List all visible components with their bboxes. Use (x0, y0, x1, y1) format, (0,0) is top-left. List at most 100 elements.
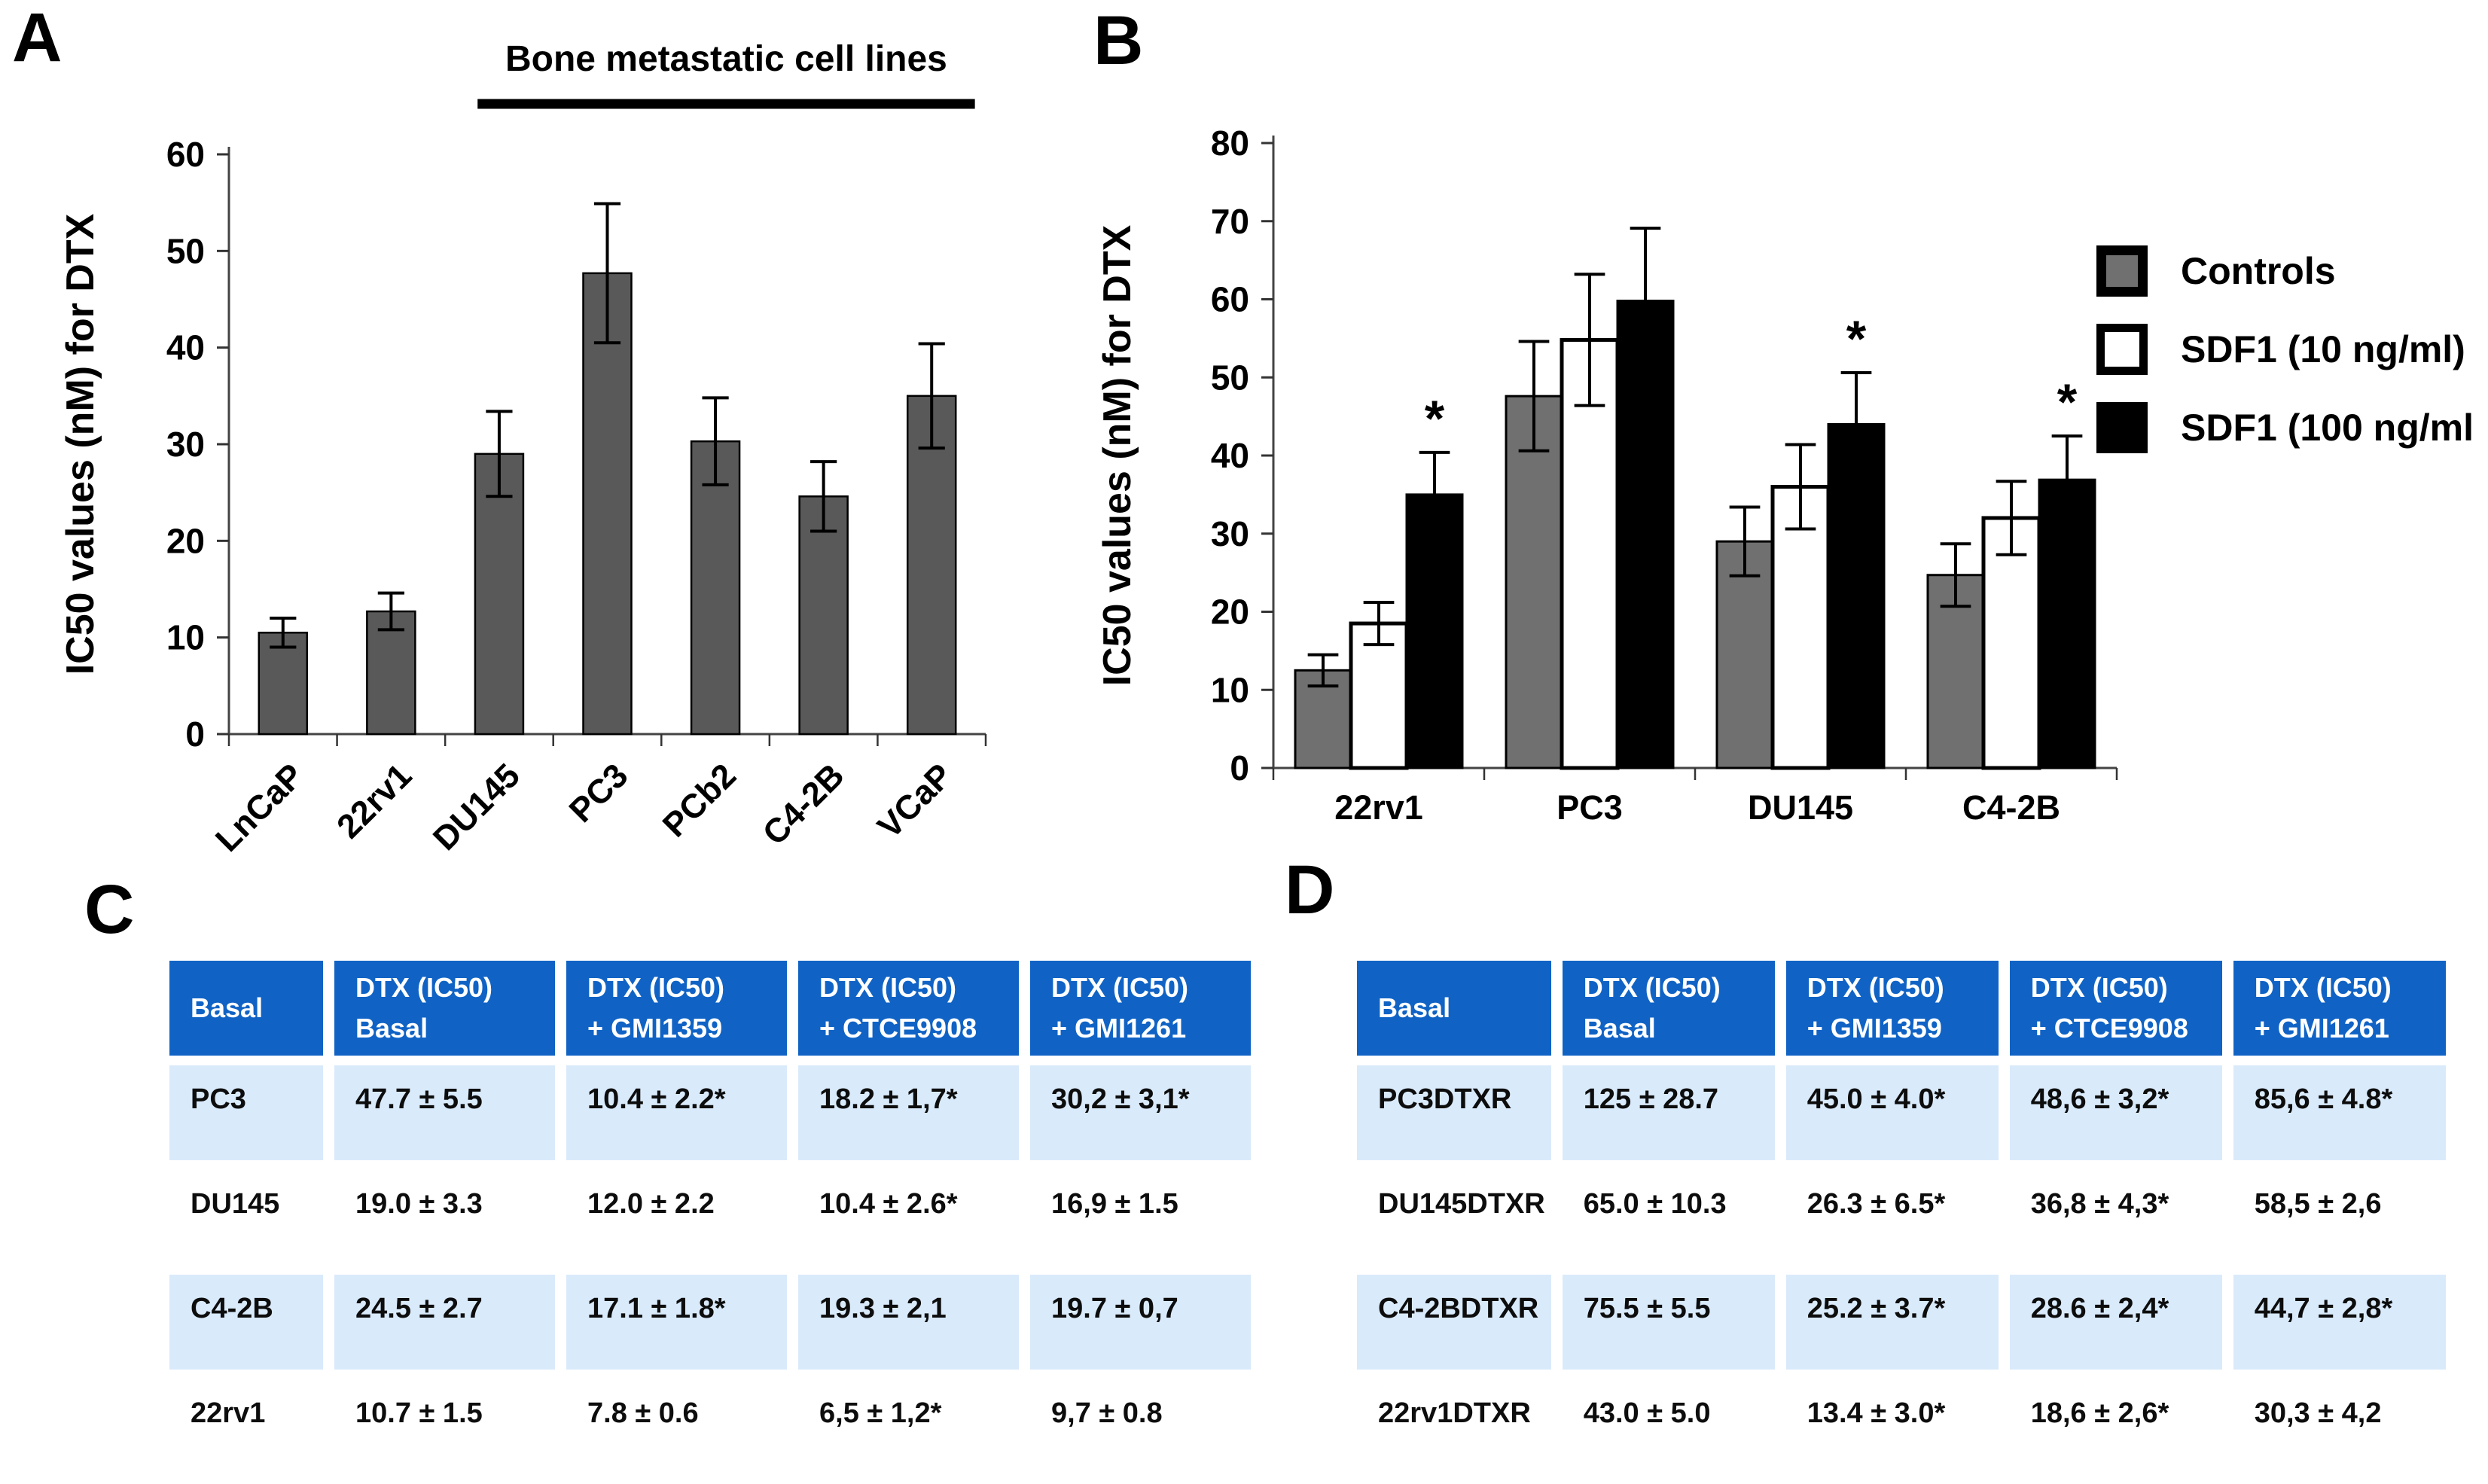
value-cell: 25.2 ± 3.7* (1785, 1275, 1999, 1370)
significance-asterisk: * (1425, 390, 1445, 447)
value-cell: 85,6 ± 4.8* (2233, 1065, 2446, 1160)
table-row: PC3DTXR 125 ± 28.7 45.0 ± 4.0* 48,6 ± 3,2* 8… (1357, 1065, 2446, 1160)
column-header: DTX (IC50) + CTCE9908 (798, 961, 1019, 1056)
value-cell: 30,3 ± 4,2 (2233, 1379, 2446, 1474)
bar (690, 440, 741, 736)
column-header: Basal (169, 961, 323, 1056)
panel-a-label: A (12, 0, 63, 76)
value-cell: 19.7 ± 0,7 (1030, 1275, 1251, 1370)
bar (798, 495, 849, 736)
value-cell: 43.0 ± 5.0 (1562, 1379, 1775, 1474)
legend-label: SDF1 (10 ng/ml) (2181, 328, 2465, 370)
bar (2038, 478, 2096, 769)
row-header-cell: DU145DTXR (1357, 1170, 1551, 1265)
column-header: DTX (IC50) + CTCE9908 (2009, 961, 2222, 1056)
x-category-label: PC3 (562, 756, 636, 830)
value-cell: 65.0 ± 10.3 (1562, 1170, 1775, 1265)
y-tick-label: 10 (166, 618, 205, 657)
value-cell: 10.7 ± 1.5 (334, 1379, 555, 1474)
value-cell: 18,6 ± 2,6* (2009, 1379, 2222, 1474)
value-cell: 24.5 ± 2.7 (334, 1275, 555, 1370)
significance-asterisk: * (2057, 373, 2078, 431)
y-tick-label: 70 (1211, 202, 1249, 241)
row-header-cell: 22rv1DTXR (1357, 1379, 1551, 1474)
legend-item: Controls (2096, 245, 2474, 297)
value-cell: 10.4 ± 2.2* (566, 1065, 787, 1160)
bar (1349, 621, 1409, 770)
legend-swatch-icon (2096, 402, 2148, 453)
bar (1827, 423, 1886, 769)
panel-b-label: B (1093, 2, 1144, 79)
column-header: DTX (IC50) Basal (334, 961, 555, 1056)
value-cell: 19.0 ± 3.3 (334, 1170, 555, 1265)
bar (1715, 540, 1774, 769)
row-header-cell: DU145 (169, 1170, 323, 1265)
header-row: Basal DTX (IC50) Basal DTX (IC50) + GMI1359 D… (1357, 961, 2446, 1056)
chart-annotation: Bone metastatic cell lines (505, 39, 947, 79)
value-cell: 13.4 ± 3.0* (1785, 1379, 1999, 1474)
column-header: DTX (IC50) + GMI1261 (2233, 961, 2446, 1056)
x-category-label: VCaP (870, 756, 959, 846)
value-cell: 36,8 ± 4,3* (2009, 1170, 2222, 1265)
value-cell: 10.4 ± 2.6* (798, 1170, 1019, 1265)
table-row: C4-2BDTXR 75.5 ± 5.5 25.2 ± 3.7* 28.6 ± 2,4… (1357, 1275, 2446, 1370)
legend-label: Controls (2181, 250, 2336, 292)
x-category-label: C4-2B (1962, 788, 2060, 827)
y-tick-label: 50 (166, 231, 205, 270)
value-cell: 125 ± 28.7 (1562, 1065, 1775, 1160)
x-category-label: LnCaP (208, 756, 311, 859)
table-row: C4-2B 24.5 ± 2.7 17.1 ± 1.8* 19.3 ± 2,1 19.7… (169, 1275, 1251, 1370)
y-tick-label: 10 (1211, 670, 1249, 709)
x-category-label: 22rv1 (1334, 788, 1423, 827)
y-tick-label: 50 (1211, 358, 1249, 397)
value-cell: 75.5 ± 5.5 (1562, 1275, 1775, 1370)
value-cell: 48,6 ± 3,2* (2009, 1065, 2222, 1160)
legend-swatch-icon (2096, 245, 2148, 297)
bar (258, 632, 309, 736)
panel-d-label: D (1285, 852, 1335, 928)
bar (366, 610, 416, 736)
panel-c-table-container: Basal DTX (IC50) Basal DTX (IC50) + GMI1359 D… (158, 951, 1262, 1484)
table-row: DU145DTXR 65.0 ± 10.3 26.3 ± 6.5* 36,8 ± 4,… (1357, 1170, 2446, 1265)
legend-label: SDF1 (100 ng/ml (2181, 407, 2474, 449)
y-tick-label: 0 (1230, 748, 1249, 788)
chart-b-legend: Controls SDF1 (10 ng/ml) SDF1 (100 ng/ml (2096, 245, 2474, 453)
value-cell: 30,2 ± 3,1* (1030, 1065, 1251, 1160)
y-tick-label: 40 (166, 328, 205, 367)
value-cell: 44,7 ± 2,8* (2233, 1275, 2446, 1370)
value-cell: 16,9 ± 1.5 (1030, 1170, 1251, 1265)
legend-swatch-icon (2096, 324, 2148, 375)
y-axis-label: IC50 values (nM) for DTX (1096, 224, 1139, 686)
value-cell: 12.0 ± 2.2 (566, 1170, 787, 1265)
header-row: Basal DTX (IC50) Basal DTX (IC50) + GMI1359 D… (169, 961, 1251, 1056)
y-tick-label: 80 (1211, 123, 1249, 163)
column-header: Basal (1357, 961, 1551, 1056)
value-cell: 26.3 ± 6.5* (1785, 1170, 1999, 1265)
value-cell: 28.6 ± 2,4* (2009, 1275, 2222, 1370)
y-tick-label: 30 (166, 425, 205, 464)
value-cell: 19.3 ± 2,1 (798, 1275, 1019, 1370)
y-tick-label: 30 (1211, 514, 1249, 553)
x-category-label: DU145 (425, 756, 527, 858)
table-row: 22rv1DTXR 43.0 ± 5.0 13.4 ± 3.0* 18,6 ± 2,6… (1357, 1379, 2446, 1474)
y-tick-label: 40 (1211, 436, 1249, 475)
table-row: PC3 47.7 ± 5.5 10.4 ± 2.2* 18.2 ± 1,7* 30,2 … (169, 1065, 1251, 1160)
panel-d-table-container: Basal DTX (IC50) Basal DTX (IC50) + GMI1359 D… (1346, 951, 2457, 1484)
row-header-cell: PC3DTXR (1357, 1065, 1551, 1160)
y-axis-label: IC50 values (nM) for DTX (59, 213, 102, 675)
legend-item: SDF1 (10 ng/ml) (2096, 324, 2474, 375)
panel-c-label: C (84, 871, 135, 948)
chart-a-bar-chart: 0 10 20 30 40 50 60 LnCaP 22rv1 DU145 PC3 PCb2 C4-2B… (59, 39, 987, 859)
row-header-cell: PC3 (169, 1065, 323, 1160)
y-tick-label: 20 (166, 521, 205, 560)
x-category-label: DU145 (1748, 788, 1853, 827)
y-tick-label: 0 (185, 715, 205, 754)
chart-b-grouped-bar-chart: 0 10 20 30 40 50 60 70 80 * * * 22rv1 PC3 DU145 C4-2B IC… (1096, 123, 2118, 827)
bar (1616, 300, 1675, 769)
ic50-table-dtx-resistant-cells: Basal DTX (IC50) Basal DTX (IC50) + GMI1359 D… (1346, 951, 2457, 1484)
table-row: DU145 19.0 ± 3.3 12.0 ± 2.2 10.4 ± 2.6* 16,9… (169, 1170, 1251, 1265)
x-category-label: PCb2 (655, 756, 743, 844)
row-header-cell: 22rv1 (169, 1379, 323, 1474)
value-cell: 18.2 ± 1,7* (798, 1065, 1019, 1160)
